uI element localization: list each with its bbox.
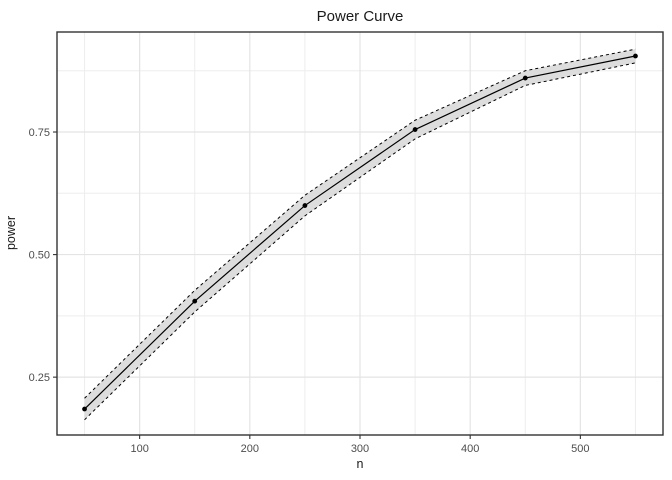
x-tick-label: 400 (461, 443, 479, 455)
y-axis-tick-labels: 0.25 0.50 0.75 (29, 127, 50, 384)
x-axis-tick-labels: 100 200 300 400 500 (130, 443, 589, 455)
power-line (84, 55, 636, 410)
confidence-ribbon (84, 48, 636, 421)
axis-tick-marks (53, 131, 581, 439)
x-tick-label: 200 (241, 443, 259, 455)
data-point (412, 127, 418, 132)
data-point (82, 406, 87, 412)
data-point (192, 298, 198, 304)
ribbon-lower-edge (84, 62, 636, 421)
x-tick-label: 500 (571, 443, 589, 455)
data-point (302, 203, 308, 208)
x-tick-label: 100 (130, 443, 148, 455)
x-axis-title: n (357, 457, 364, 471)
data-points (82, 53, 638, 412)
power-line-path (84, 55, 636, 410)
chart-title: Power Curve (317, 8, 404, 25)
y-axis-title: power (4, 216, 18, 250)
y-tick-label: 0.75 (29, 127, 50, 139)
data-point (522, 75, 528, 81)
ribbon-upper-edge (84, 48, 636, 399)
y-tick-label: 0.50 (29, 250, 50, 262)
y-tick-label: 0.25 (29, 372, 50, 384)
data-point (633, 53, 638, 59)
x-tick-label: 300 (351, 443, 369, 455)
